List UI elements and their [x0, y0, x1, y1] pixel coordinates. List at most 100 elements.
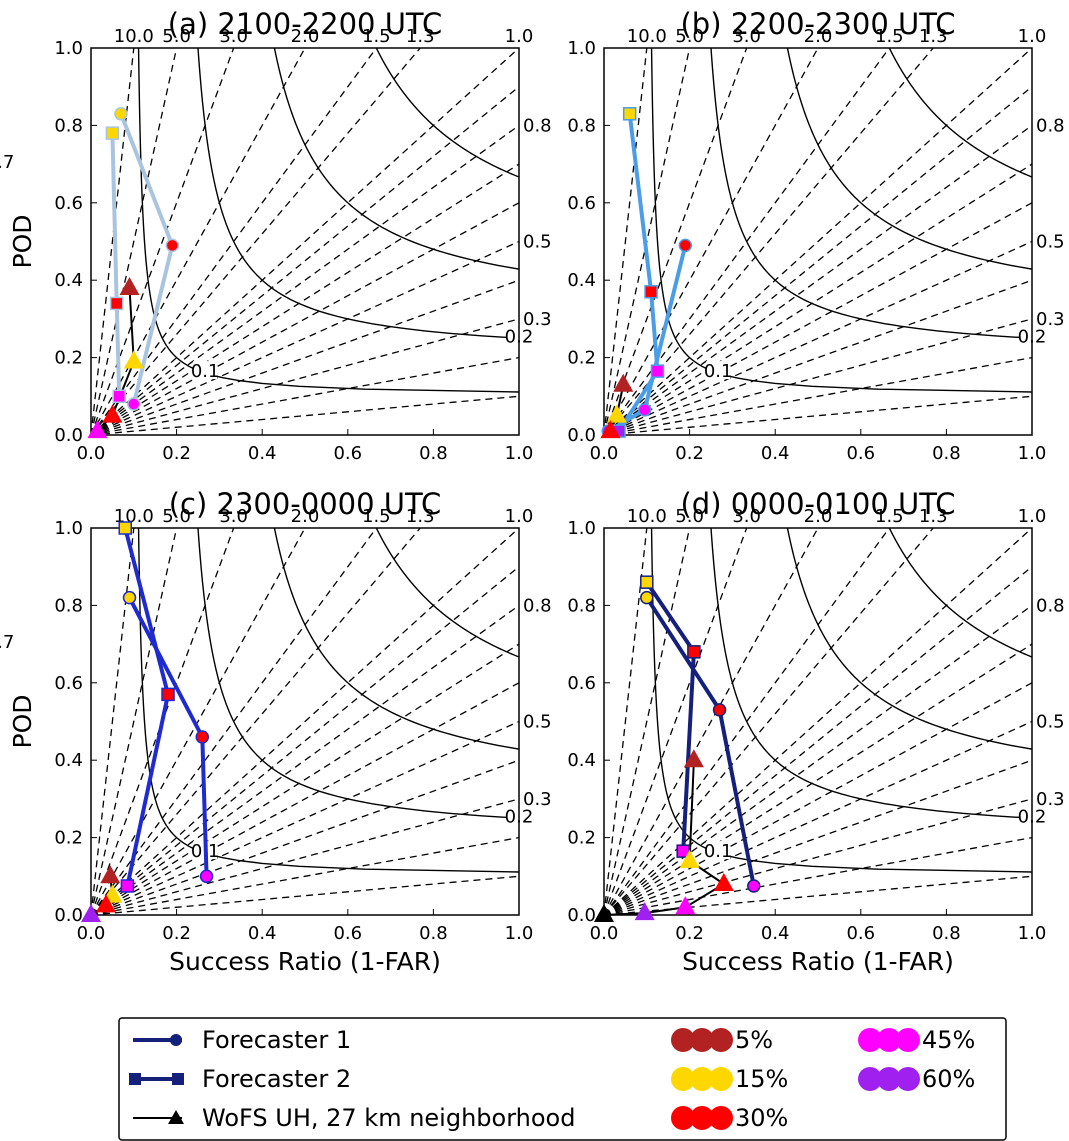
bias-line	[91, 836, 519, 915]
x-tick-label: 1.0	[505, 443, 534, 464]
data-point-circle	[637, 403, 652, 417]
bias-label: 5.0	[675, 506, 704, 527]
bias-label: 1.5	[875, 506, 904, 527]
legend-swatch	[877, 1028, 901, 1052]
data-point-circle	[678, 238, 693, 253]
data-point-square	[640, 575, 654, 589]
bias-label: 0.8	[523, 115, 552, 136]
bias-label: 1.0	[1018, 506, 1047, 527]
plot-frame	[90, 527, 520, 916]
data-point-circle	[122, 590, 137, 605]
legend-probability-label: 5%	[735, 1026, 773, 1054]
bias-label: 0.5	[523, 712, 552, 733]
y-tick-label: 0.4	[567, 750, 596, 771]
bias-line	[91, 528, 519, 915]
csi-label-bg	[193, 361, 218, 380]
legend-swatch	[877, 1067, 901, 1091]
bias-label: 1.3	[406, 506, 435, 527]
bias-line	[604, 356, 1032, 435]
legend-swatch	[690, 1067, 714, 1091]
csi-contour	[888, 48, 1032, 178]
legend-marker-triangle	[168, 1110, 184, 1124]
x-axis-label: Success Ratio (1-FAR)	[682, 947, 954, 976]
bias-label: 1.3	[919, 506, 948, 527]
x-tick-label: 0.0	[77, 443, 106, 464]
bias-line	[91, 48, 519, 435]
csi-label-bg	[0, 152, 24, 171]
bias-line	[91, 395, 519, 435]
bias-line	[604, 318, 1032, 435]
bias-label: 0.8	[1036, 115, 1065, 136]
x-tick-label: 0.0	[590, 443, 619, 464]
panel-background-lines	[604, 335, 1069, 915]
data-layer	[600, 107, 693, 439]
y-tick-label: 0.6	[54, 193, 83, 214]
csi-label: 0.1	[704, 361, 733, 382]
x-tick-label: 0.8	[419, 923, 448, 944]
bias-line	[604, 566, 1032, 915]
legend-marker-square	[129, 1073, 141, 1085]
x-tick-label: 0.4	[248, 443, 277, 464]
bias-line	[91, 682, 519, 915]
bias-line	[604, 279, 1032, 435]
legend-box	[118, 1017, 1007, 1141]
data-point-square	[622, 107, 637, 121]
panel-background-lines	[604, 48, 1032, 435]
panel-background-lines	[91, 528, 519, 915]
bias-label: 2.0	[291, 26, 320, 47]
bias-line	[604, 682, 1032, 915]
chart-panel-2: 0.10.20.30.40.50.60.70.80.90.00.00.20.20…	[0, 7, 1065, 464]
csi-label: 0.1	[704, 841, 733, 862]
csi-contour	[375, 528, 519, 658]
data-point-triangle	[675, 896, 696, 915]
legend-entry-label: WoFS UH, 27 km neighborhood	[202, 1104, 575, 1132]
legend-swatch	[709, 1028, 733, 1052]
data-point-triangle	[100, 865, 121, 884]
bias-line	[604, 528, 748, 915]
legend-swatch	[858, 1067, 882, 1091]
bias-line	[91, 528, 421, 915]
legend-probability-label: 15%	[735, 1065, 788, 1093]
csi-contour	[650, 528, 1032, 873]
bias-line	[91, 124, 519, 435]
chart-panel-4: 0.10.20.30.40.50.60.70.80.90.00.00.20.20…	[0, 335, 1069, 976]
bias-label: 10.0	[627, 506, 667, 527]
bias-line	[604, 528, 691, 915]
csi-contour	[273, 48, 519, 270]
data-point-square	[105, 126, 120, 140]
bias-line	[91, 48, 306, 435]
data-point-circle	[747, 879, 761, 893]
bias-label: 0.3	[1036, 309, 1065, 330]
bias-line	[91, 240, 519, 435]
csi-label: 0.7	[0, 152, 14, 173]
x-tick-label: 0.4	[761, 443, 790, 464]
y-tick-label: 0.8	[567, 115, 596, 136]
bias-line	[604, 163, 1032, 435]
bias-label: 0.3	[1036, 789, 1065, 810]
y-tick-label: 0.2	[54, 348, 83, 369]
legend-swatch	[671, 1067, 695, 1091]
x-tick-label: 0.4	[761, 923, 790, 944]
x-axis-label: Success Ratio (1-FAR)	[169, 947, 441, 976]
csi-contour	[786, 48, 1032, 270]
x-tick-label: 0.0	[77, 923, 106, 944]
data-point-circle	[165, 238, 180, 253]
data-point-triangle	[713, 873, 734, 892]
x-tick-label: 0.8	[419, 443, 448, 464]
legend-marker-square	[172, 1073, 184, 1085]
bias-line	[604, 48, 819, 435]
csi-label-bg	[706, 841, 731, 860]
bias-line	[604, 48, 1032, 435]
bias-line	[91, 528, 178, 915]
x-tick-label: 1.0	[505, 923, 534, 944]
bias-label: 0.5	[1036, 712, 1065, 733]
bias-line	[91, 163, 519, 435]
csi-contour	[1032, 335, 1069, 528]
bias-line	[91, 528, 306, 915]
series-line-triangle	[96, 287, 135, 432]
data-point-circle	[195, 730, 210, 744]
chart-panel-3: 0.10.20.30.40.50.60.70.80.90.00.00.20.20…	[0, 487, 552, 976]
panel-title: (a) 2100-2200 UTC	[168, 7, 442, 41]
legend-swatch	[709, 1106, 733, 1130]
chart-panel-1: 0.10.20.30.40.50.60.70.80.90.00.00.20.20…	[0, 7, 552, 464]
